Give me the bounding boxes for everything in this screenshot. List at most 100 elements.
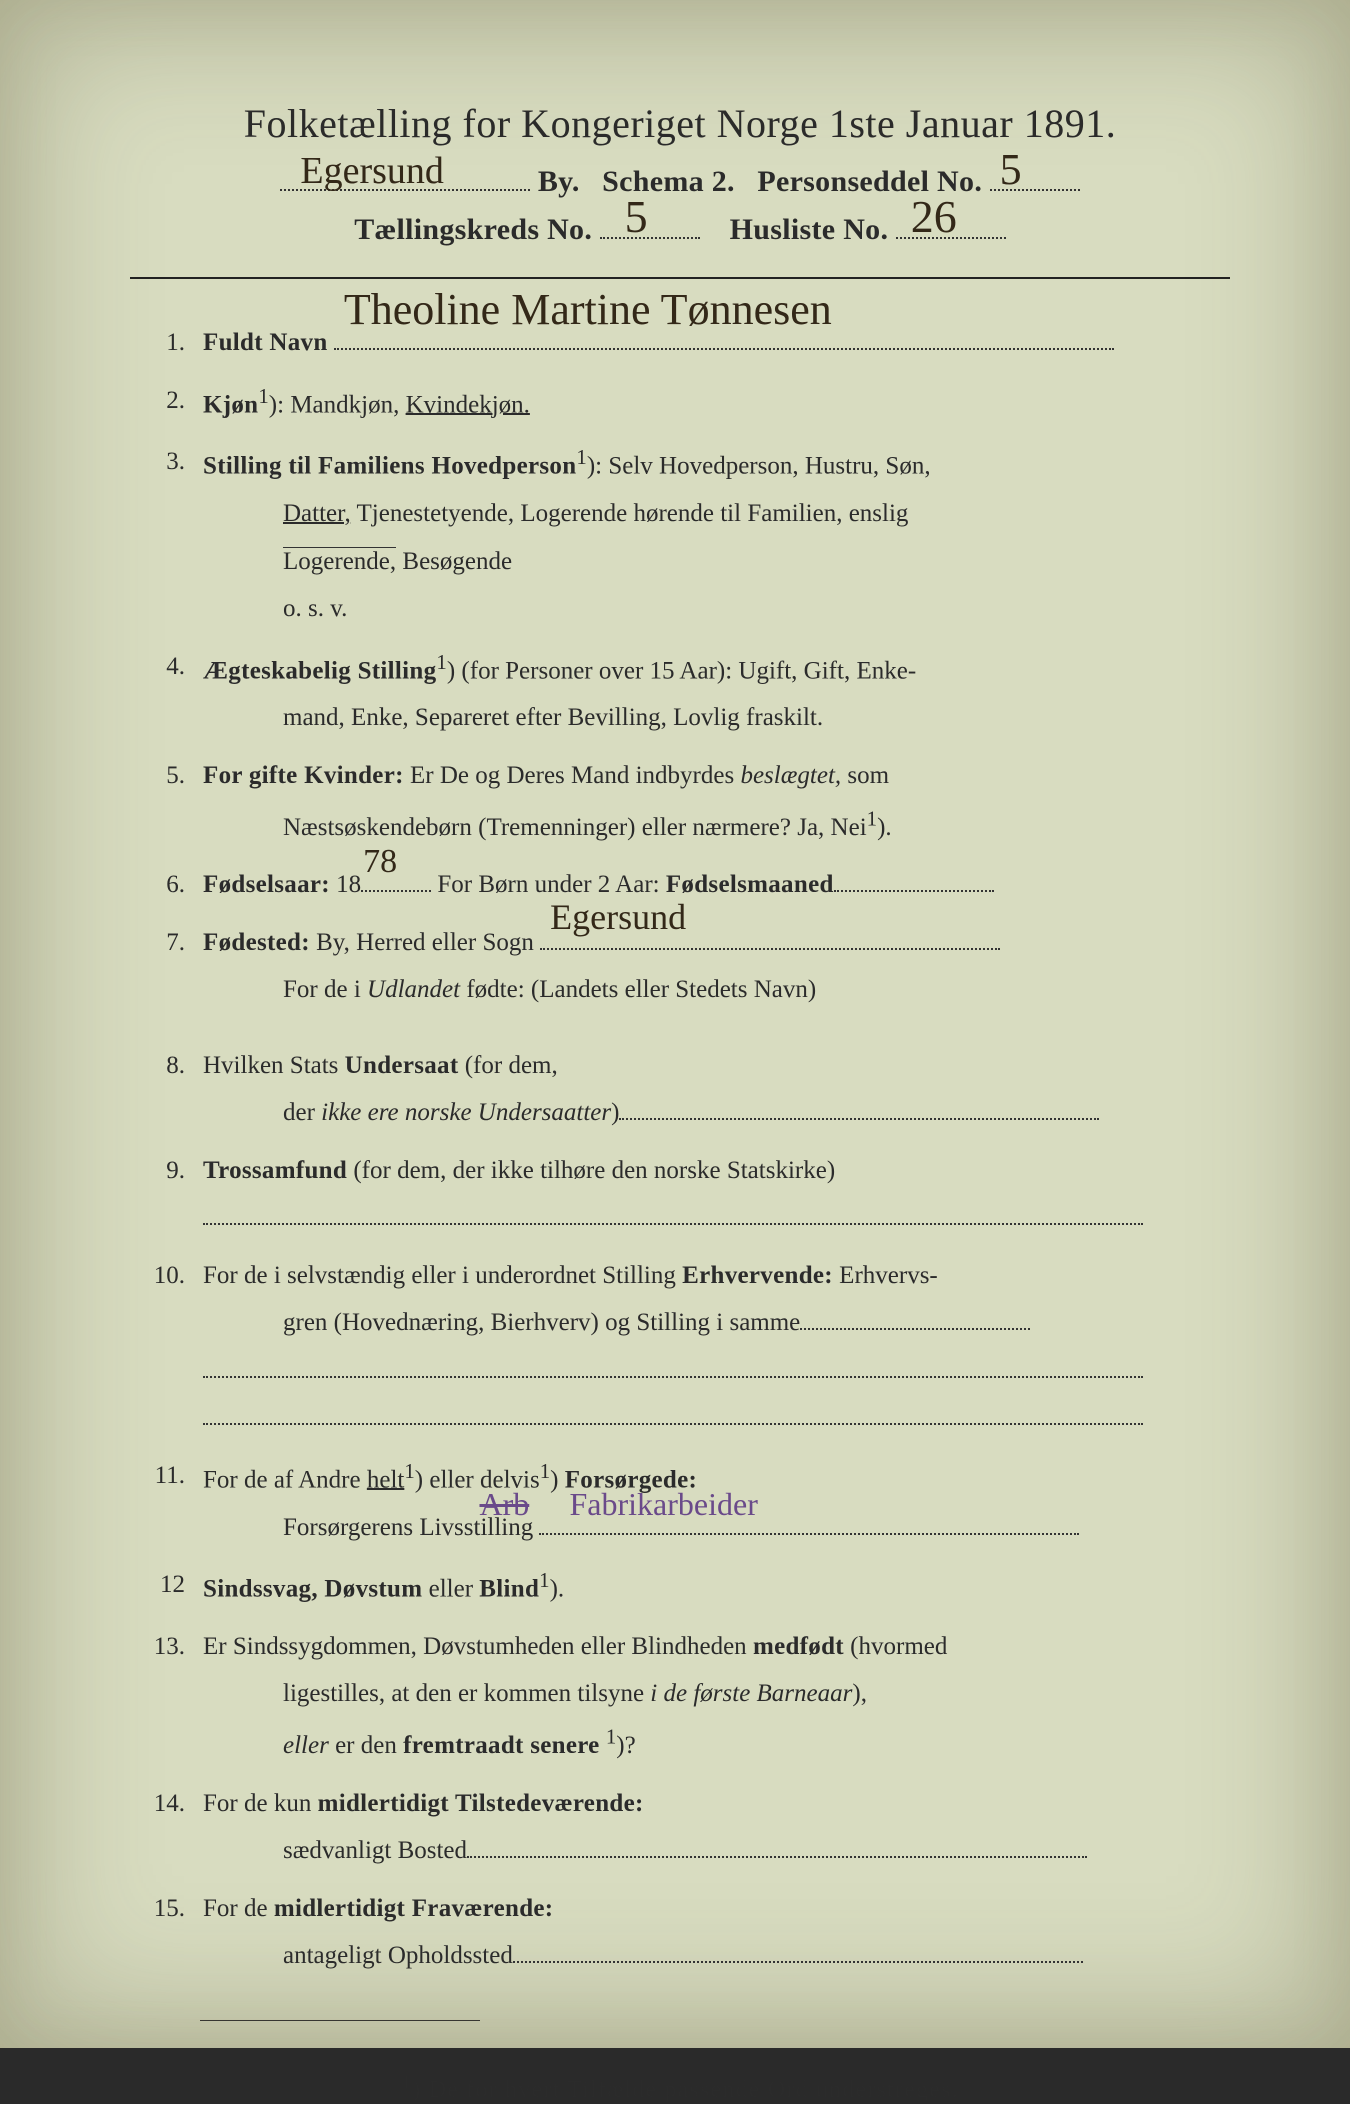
b2: fremtraadt senere (403, 1732, 599, 1759)
t: er den (329, 1732, 403, 1759)
field (203, 1403, 1143, 1425)
place-hw: Egersund (550, 883, 686, 951)
item-content: Fødested: By, Herred eller Sogn Egersund… (203, 919, 1230, 1014)
item-13: 13. Er Sindssygdommen, Døvstumheden elle… (130, 1623, 1230, 1770)
item-num: 4. (130, 643, 203, 742)
text: Er De og Deres Mand indbyrdes (404, 762, 741, 789)
t: (hvormed (844, 1633, 947, 1660)
item-num: 11. (130, 1452, 203, 1551)
city-field: Egersund (280, 189, 530, 191)
year-hw: 78 (363, 830, 397, 895)
sup: 1 (401, 2071, 412, 2093)
item-num: 3. (130, 438, 203, 632)
item-7: 7. Fødested: By, Herred eller Sogn Egers… (130, 919, 1230, 1014)
t: For de kun (203, 1790, 318, 1817)
text: ): Mandkjøn, (269, 391, 406, 418)
t: For de i selvstændig eller i underordnet… (203, 1262, 682, 1289)
text: By, Herred eller Sogn (310, 929, 534, 956)
end: ). (877, 814, 892, 841)
year-field: 78 (361, 870, 431, 892)
kreds-no-field: 5 (600, 237, 700, 239)
item-num: 15. (130, 1885, 203, 1980)
label: Kjøn (203, 391, 258, 418)
item-content: Ægteskabelig Stilling1) (for Personer ov… (203, 643, 1230, 742)
item-num: 10. (130, 1252, 203, 1442)
city-handwritten: Egersund (300, 149, 444, 193)
label: For gifte Kvinder: (203, 762, 404, 789)
ital: ikke ere norske Undersaatter (321, 1099, 611, 1126)
item-content: Stilling til Familiens Hovedperson1): Se… (203, 438, 1230, 632)
t: sædvanligt Bosted (283, 1837, 467, 1864)
datter-u: Datter, (283, 500, 351, 527)
indent: mand, Enke, Separeret efter Bevilling, L… (203, 704, 823, 731)
husliste-no-field: 26 (896, 237, 1006, 239)
footnote-text: ) De for hvert Tilfælde passende Ord und… (412, 2077, 959, 2103)
item-num: 5. (130, 752, 203, 851)
label: Fødested: (203, 929, 310, 956)
sup: 1 (606, 1725, 616, 1749)
item-content: For de af Andre helt1) eller delvis1) Fo… (203, 1452, 1230, 1551)
t: For de (203, 1895, 274, 1922)
indent: sædvanligt Bosted (203, 1837, 1087, 1864)
indent: antageligt Opholdssted (203, 1942, 1083, 1969)
name-field: Theoline Martine Tønnesen (334, 328, 1114, 350)
sup: 1 (540, 1459, 550, 1483)
b2: Blind (479, 1575, 539, 1602)
prefix: 18 (330, 871, 361, 898)
ital: eller (283, 1732, 329, 1759)
text: Besøgende (396, 548, 512, 575)
item-14: 14. For de kun midlertidigt Tilstedevære… (130, 1780, 1230, 1875)
t: fødte: (Landets eller Stedets Navn) (460, 976, 816, 1003)
item-9: 9. Trossamfund (for dem, der ikke tilhør… (130, 1147, 1230, 1242)
item-content: For gifte Kvinder: Er De og Deres Mand i… (203, 752, 1230, 851)
indent: Forsørgerens Livsstilling Arb Fabrikarbe… (203, 1514, 1079, 1541)
sup: 1 (539, 1568, 549, 1592)
label: Ægteskabelig Stilling (203, 657, 436, 684)
sup: 1 (867, 806, 877, 830)
label: Stilling til Familiens Hovedperson (203, 453, 576, 480)
husliste-label: Husliste No. (730, 213, 889, 246)
field (467, 1836, 1087, 1858)
item-content: For de kun midlertidigt Tilstedeværende:… (203, 1780, 1230, 1875)
item-num: 9. (130, 1147, 203, 1242)
b: medfødt (753, 1633, 844, 1660)
item-num: 13. (130, 1623, 203, 1770)
label: Trossamfund (203, 1157, 347, 1184)
t: ) (550, 1466, 565, 1493)
b: Sindssvag, Døvstum (203, 1575, 422, 1602)
t: ) (611, 1099, 619, 1126)
indent: Logerende, Besøgende (203, 548, 512, 575)
text: som (841, 762, 889, 789)
t: Er Sindssygdommen, Døvstumheden eller Bl… (203, 1633, 753, 1660)
items-list: 1. Fuldt Navn Theoline Martine Tønnesen … (130, 319, 1230, 1980)
indent: der ikke ere norske Undersaatter) (203, 1099, 1099, 1126)
item-1: 1. Fuldt Navn Theoline Martine Tønnesen (130, 319, 1230, 367)
indent: o. s. v. (203, 595, 347, 622)
text: ) (for Personer over 15 Aar): Ugift, Gif… (447, 657, 916, 684)
field (513, 1941, 1083, 1963)
ital: i de første Barneaar (650, 1680, 852, 1707)
occupation-hw: Fabrikarbeider (569, 1474, 757, 1535)
item-content: Sindssvag, Døvstum eller Blind1). (203, 1561, 1230, 1613)
t: gren (Hovednæring, Bierhverv) og Stillin… (283, 1309, 800, 1336)
logerende-over: Logerende, (283, 547, 396, 575)
item-content: Hvilken Stats Undersaat (for dem, der ik… (203, 1042, 1230, 1137)
indent: gren (Hovednæring, Bierhverv) og Stillin… (203, 1309, 1030, 1336)
item-num: 8. (130, 1042, 203, 1137)
item-10: 10. For de i selvstændig eller i underor… (130, 1252, 1230, 1442)
text: Tjenestetyende, Logerende hørende til Fa… (351, 500, 909, 527)
place-field: Egersund (540, 928, 1000, 950)
sup: 1 (436, 650, 446, 674)
sup: 1 (404, 1459, 414, 1483)
field (203, 1203, 1143, 1225)
field (203, 1356, 1143, 1378)
kreds-no: 5 (625, 190, 648, 243)
by-label: By. (538, 165, 580, 198)
personseddel-no: 5 (1000, 144, 1022, 195)
item-5: 5. For gifte Kvinder: Er De og Deres Man… (130, 752, 1230, 851)
b: midlertidigt Fraværende: (274, 1895, 554, 1922)
item-num: 1. (130, 319, 203, 367)
b: midlertidigt Tilstedeværende: (318, 1790, 644, 1817)
t: antageligt Opholdssted (283, 1942, 513, 1969)
u: helt (367, 1466, 405, 1493)
